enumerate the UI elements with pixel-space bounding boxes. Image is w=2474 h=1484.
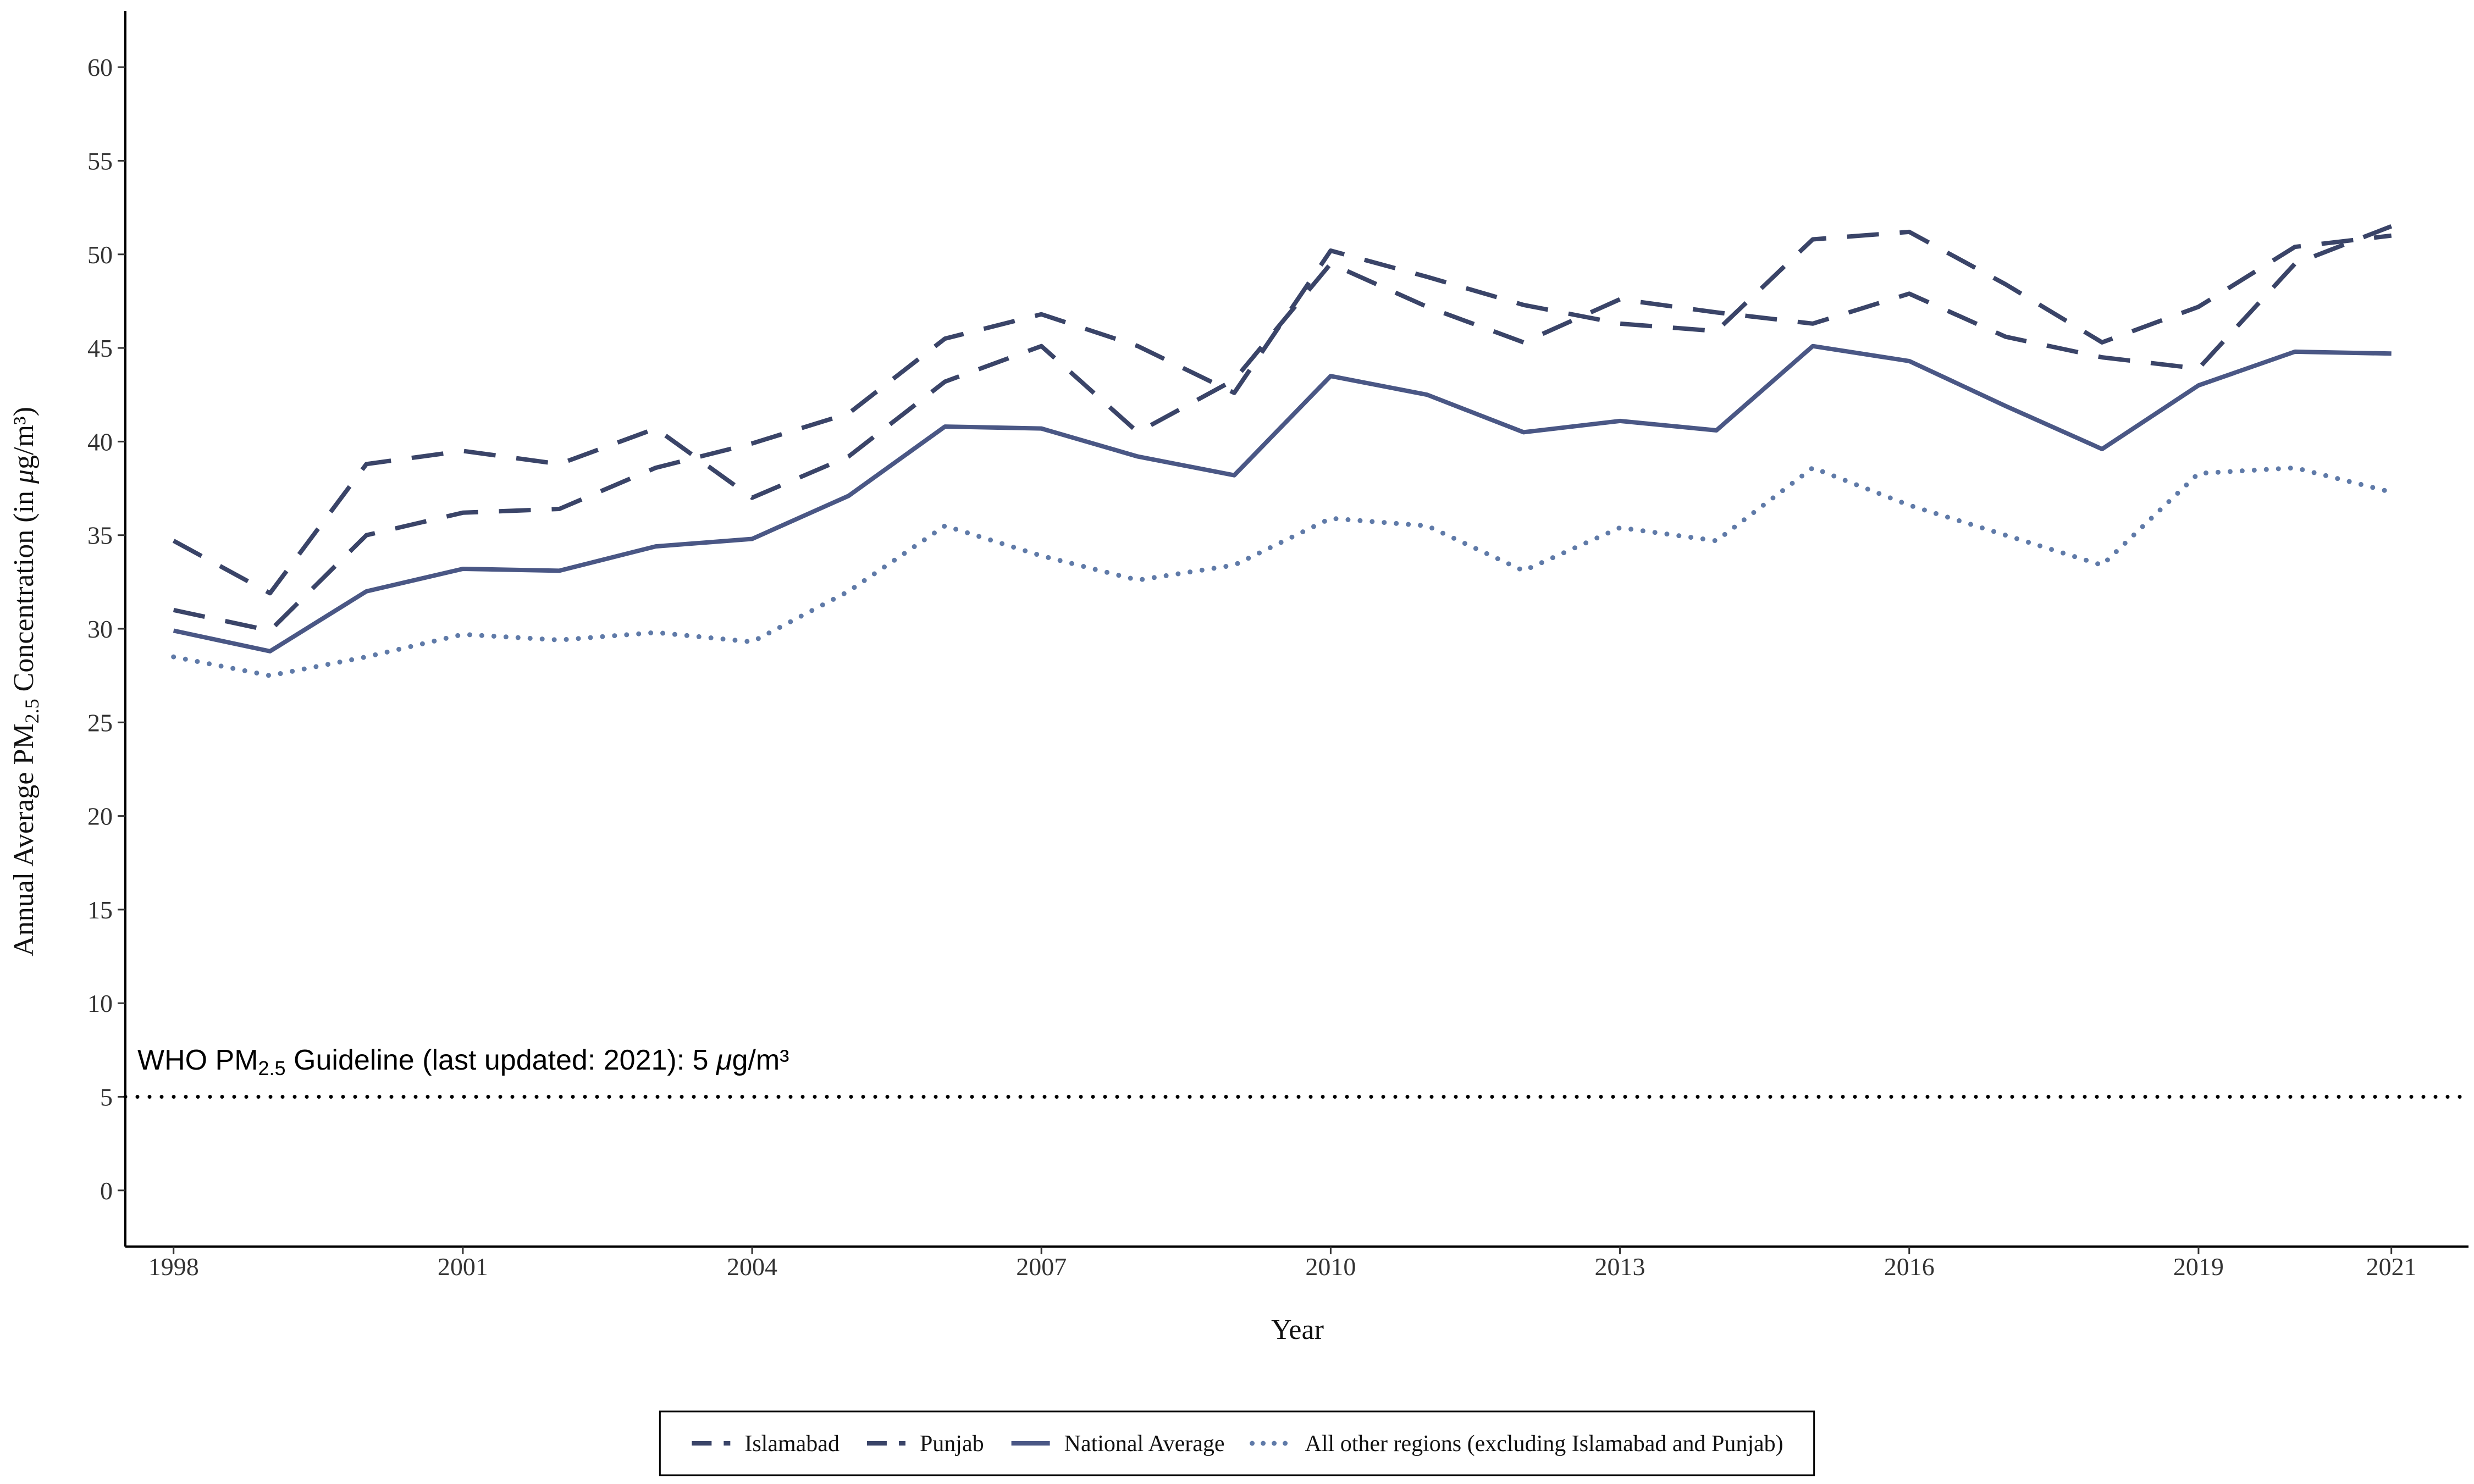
x-tick-label: 2010: [1305, 1253, 1356, 1281]
y-tick-label: 15: [87, 896, 113, 924]
y-tick-label: 0: [100, 1177, 113, 1205]
y-tick-label: 45: [87, 334, 113, 362]
y-tick-label: 40: [87, 428, 113, 456]
x-tick-label: 2001: [438, 1253, 488, 1281]
y-axis-title-mu: μ: [8, 469, 40, 484]
y-axis-title: Annual Average PM2.5 Concentration (in μ…: [8, 407, 43, 956]
y-tick-label: 60: [87, 53, 113, 81]
legend: Islamabad Punjab National Average All other…: [659, 1410, 1815, 1476]
y-axis-title-unit: g/m³): [8, 407, 40, 469]
x-tick-label: 2004: [727, 1253, 777, 1281]
y-tick-label: 20: [87, 802, 113, 830]
x-tick-label: 2021: [2366, 1253, 2417, 1281]
y-tick-label: 50: [87, 241, 113, 269]
series-line-national-average: [173, 344, 2392, 654]
x-tick-label: 1998: [148, 1253, 199, 1281]
x-ticks: 1998 2001 2004 2007 2010 2013 2016 2019 2021: [148, 1247, 2417, 1281]
reference-label-unit: g/m³: [732, 1044, 789, 1076]
y-tick-label: 5: [100, 1083, 113, 1111]
legend-label: National Average: [1064, 1431, 1225, 1457]
legend-label: All other regions (excluding Islamabad a…: [1305, 1431, 1783, 1457]
legend-label: Punjab: [920, 1431, 984, 1457]
reference-label-mu: μ: [715, 1044, 732, 1076]
reference-label-prefix: WHO PM: [137, 1044, 258, 1076]
y-tick-label: 55: [87, 147, 113, 175]
y-tick-label: 35: [87, 522, 113, 550]
reference-label-suffix: Guideline (last updated: 2021): 5: [286, 1044, 716, 1076]
series-lines: [171, 224, 2394, 678]
series-line-all-other-regions-excluding-islamabad-and-punjab: [171, 465, 2394, 678]
x-tick-label: 2019: [2173, 1253, 2224, 1281]
x-axis-title: Year: [1271, 1314, 1324, 1345]
y-tick-label: 25: [87, 708, 113, 737]
y-tick-label: 30: [87, 615, 113, 643]
x-tick-label: 2016: [1884, 1253, 1935, 1281]
x-tick-label: 2007: [1016, 1253, 1067, 1281]
legend-box: [659, 1410, 1815, 1476]
y-axis-title-subscript: 2.5: [21, 699, 43, 723]
y-ticks: 0 5 10 15 20 25 30 35 40 45 50 55 60: [87, 53, 125, 1205]
y-tick-label: 10: [87, 989, 113, 1017]
y-axis-title-prefix: Annual Average PM: [8, 723, 40, 956]
legend-label: Islamabad: [744, 1431, 840, 1457]
reference-label-subscript: 2.5: [258, 1057, 286, 1079]
series-line-islamabad: [172, 224, 2393, 596]
y-axis-title-suffix: Concentration (in: [8, 484, 40, 699]
x-tick-label: 2013: [1595, 1253, 1645, 1281]
reference-line-label: WHO PM2.5 Guideline (last updated: 2021)…: [137, 1044, 789, 1079]
